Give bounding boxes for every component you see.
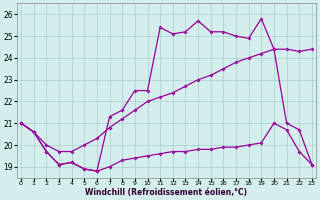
X-axis label: Windchill (Refroidissement éolien,°C): Windchill (Refroidissement éolien,°C) xyxy=(85,188,247,197)
